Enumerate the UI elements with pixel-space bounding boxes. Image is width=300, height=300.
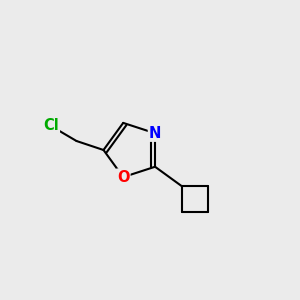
Text: O: O: [117, 169, 129, 184]
Text: Cl: Cl: [43, 118, 59, 134]
Text: N: N: [149, 126, 161, 141]
